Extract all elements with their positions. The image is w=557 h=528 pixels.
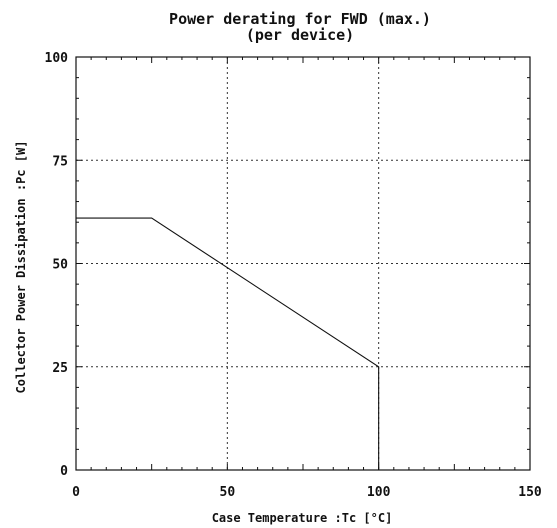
plot-frame [75,56,531,471]
chart-title: Power derating for FWD (max.) [169,10,431,28]
chart-subtitle: (per device) [246,26,354,44]
series-layer [76,217,380,470]
series-line-0 [76,217,380,470]
y-tick-label-0: 0 [60,464,68,479]
x-tick-label-100: 100 [367,485,391,500]
y-axis-label: Collector Power Dissipation :Pc [W] [14,141,28,394]
y-tick-label-75: 75 [52,154,68,169]
x-tick-label-50: 50 [220,485,236,500]
y-tick-label-100: 100 [45,51,69,66]
x-axis-label: Case Temperature :Tc [°C] [212,511,393,525]
y-tick-label-25: 25 [52,361,68,376]
x-tick-label-0: 0 [72,485,80,500]
x-tick-label-150: 150 [518,485,542,500]
y-tick-label-50: 50 [52,258,68,273]
x-tick-labels: 0 50 100 150 [72,485,542,500]
grid-lines [76,57,530,470]
y-tick-labels: 0 25 50 75 100 [45,51,69,479]
